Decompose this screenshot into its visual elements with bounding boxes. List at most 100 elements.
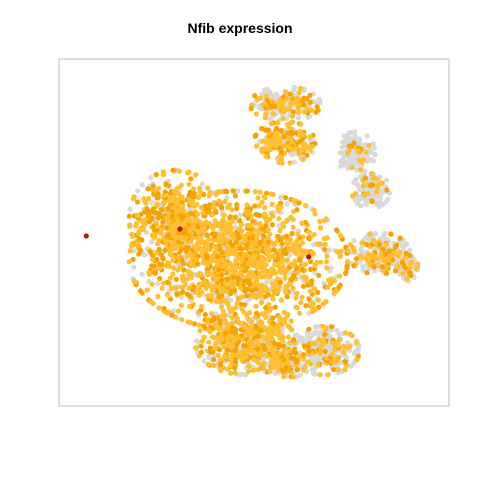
point-expressed xyxy=(160,256,166,262)
point-expressed xyxy=(283,195,289,201)
point-expressed xyxy=(217,321,223,327)
point-expressed xyxy=(207,283,213,289)
point-expressed xyxy=(157,265,163,271)
point-expressed xyxy=(194,201,200,208)
point-expressed xyxy=(302,147,308,153)
point-expressed xyxy=(256,229,262,235)
point-expressed xyxy=(264,353,270,359)
point-low xyxy=(378,188,384,194)
point-expressed xyxy=(232,351,238,357)
point-expressed xyxy=(268,104,274,110)
point-expressed xyxy=(285,334,292,340)
point-low xyxy=(365,197,371,203)
point-expressed xyxy=(231,235,238,241)
point-low xyxy=(327,347,333,353)
point-expressed xyxy=(360,183,366,189)
point-expressed xyxy=(220,250,226,256)
point-expressed xyxy=(262,211,268,217)
point-low xyxy=(343,354,349,360)
point-expressed xyxy=(206,339,212,345)
point-low xyxy=(338,163,344,170)
point-expressed xyxy=(178,302,184,308)
point-expressed xyxy=(221,212,227,218)
point-low xyxy=(360,267,366,273)
point-expressed xyxy=(188,238,194,244)
point-low xyxy=(364,133,370,139)
point-expressed xyxy=(264,139,270,145)
point-expressed xyxy=(294,290,300,296)
point-expressed xyxy=(162,247,168,253)
point-expressed xyxy=(178,203,184,209)
point-expressed xyxy=(179,317,185,323)
point-expressed xyxy=(210,226,216,232)
point-expressed xyxy=(273,289,279,295)
point-expressed xyxy=(134,212,141,218)
point-expressed xyxy=(384,187,390,193)
point-expressed xyxy=(331,291,337,297)
point-expressed xyxy=(260,342,266,348)
point-expressed xyxy=(277,237,284,243)
point-expressed xyxy=(235,255,241,261)
point-expressed xyxy=(307,92,313,98)
point-expressed xyxy=(212,218,218,224)
point-expressed xyxy=(259,199,265,205)
point-expressed xyxy=(247,338,253,344)
point-expressed xyxy=(307,134,313,140)
point-low xyxy=(353,166,359,172)
point-expressed xyxy=(187,250,193,256)
point-expressed xyxy=(245,326,251,332)
point-expressed xyxy=(205,238,211,244)
point-expressed xyxy=(230,188,236,194)
point-expressed xyxy=(288,261,294,267)
point-expressed xyxy=(235,334,241,341)
point-expressed xyxy=(245,278,251,284)
point-expressed xyxy=(146,212,152,218)
point-expressed xyxy=(224,347,230,353)
point-expressed xyxy=(195,235,201,241)
point-expressed xyxy=(363,241,370,248)
point-expressed xyxy=(324,259,330,265)
point-expressed xyxy=(198,272,204,278)
point-expressed xyxy=(281,133,287,139)
point-expressed xyxy=(216,337,222,343)
point-expressed xyxy=(317,224,323,230)
point-low xyxy=(284,201,290,207)
point-expressed xyxy=(134,199,141,205)
point-expressed xyxy=(268,254,274,260)
point-expressed xyxy=(346,148,352,154)
point-expressed xyxy=(278,101,284,108)
point-expressed xyxy=(254,143,260,149)
point-expressed xyxy=(204,266,210,272)
point-expressed xyxy=(155,191,161,197)
point-expressed xyxy=(310,250,316,256)
point-expressed xyxy=(371,264,377,270)
point-expressed xyxy=(276,216,282,222)
point-expressed xyxy=(166,264,172,270)
point-expressed xyxy=(150,183,156,189)
point-expressed xyxy=(188,176,194,182)
point-expressed xyxy=(214,189,220,195)
point-expressed xyxy=(193,218,199,224)
point-expressed xyxy=(312,262,318,268)
point-expressed xyxy=(278,200,284,206)
point-expressed xyxy=(283,106,289,113)
point-expressed xyxy=(253,111,259,117)
point-expressed xyxy=(156,246,162,253)
point-expressed xyxy=(315,289,321,295)
point-expressed xyxy=(403,250,409,256)
point-expressed xyxy=(174,243,180,250)
point-low xyxy=(373,230,379,237)
point-expressed xyxy=(238,327,244,333)
point-expressed xyxy=(296,200,302,206)
point-expressed xyxy=(277,136,283,142)
point-expressed xyxy=(149,281,155,287)
point-expressed xyxy=(204,220,210,226)
point-expressed xyxy=(250,218,256,224)
point-expressed xyxy=(178,182,184,188)
point-expressed xyxy=(216,267,222,273)
point-expressed xyxy=(211,243,217,250)
point-expressed xyxy=(270,365,276,371)
point-expressed xyxy=(218,277,224,283)
point-expressed xyxy=(369,199,375,205)
point-expressed xyxy=(263,305,269,311)
